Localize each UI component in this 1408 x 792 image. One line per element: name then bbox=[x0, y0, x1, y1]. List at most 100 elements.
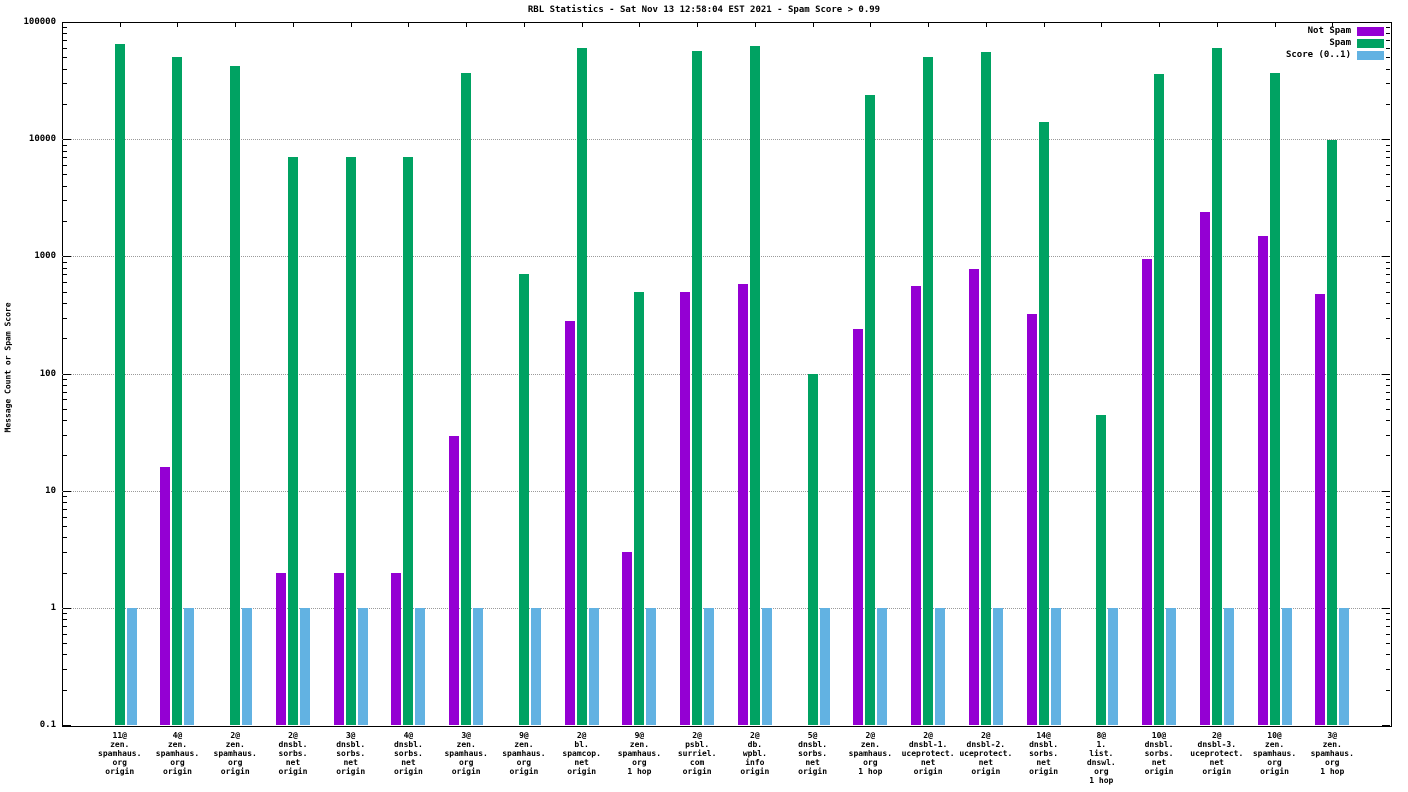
x-category-label-line: dnsbl-2. bbox=[966, 740, 1006, 749]
x-category-label: 10@ dnsbl. sorbs. net origin bbox=[1114, 731, 1204, 776]
x-category-label: 14@ dnsbl. sorbs. net origin bbox=[999, 731, 1089, 776]
x-category-label-line: org bbox=[458, 758, 474, 767]
y-minor-tick-right bbox=[1386, 502, 1390, 504]
x-category-label-line: 9@ bbox=[519, 731, 529, 740]
y-minor-tick-left bbox=[63, 165, 67, 167]
y-minor-tick-right bbox=[1386, 496, 1390, 498]
y-minor-tick-right bbox=[1386, 317, 1390, 319]
x-tick-top bbox=[639, 23, 641, 27]
y-minor-tick-right bbox=[1386, 654, 1390, 656]
bar-spam bbox=[749, 45, 760, 725]
y-minor-tick-left bbox=[63, 537, 67, 539]
y-minor-tick-right bbox=[1386, 33, 1390, 35]
y-minor-tick-right bbox=[1386, 391, 1390, 393]
y-minor-tick-right bbox=[1386, 144, 1390, 146]
x-category-label-line: org bbox=[632, 758, 647, 767]
bar-spam bbox=[461, 72, 472, 725]
y-major-tick-left bbox=[63, 725, 71, 726]
x-category-label-line: origin bbox=[278, 767, 308, 776]
x-category-label: 3@ dnsbl. sorbs. net origin bbox=[306, 731, 396, 776]
y-major-tick-right bbox=[1382, 139, 1390, 141]
x-category-label: 3@ zen. spamhaus. org 1 hop bbox=[1287, 731, 1377, 776]
x-category-label: 8@ 1. list. dnswl. org 1 hop bbox=[1056, 731, 1146, 785]
x-category-label: 2@ zen. spamhaus. org 1 hop bbox=[825, 731, 915, 776]
x-category-label-line: net bbox=[401, 758, 416, 767]
x-category-label-line: uceprotect. bbox=[959, 749, 1013, 758]
x-category-label-line: dnsbl. bbox=[798, 740, 828, 749]
bar-spam bbox=[1327, 140, 1338, 725]
y-major-tick-right bbox=[1382, 607, 1390, 609]
x-category-label-line: wpbl. bbox=[742, 749, 767, 758]
y-tick-label: 0.1 bbox=[39, 720, 56, 730]
x-category-label-line: zen. bbox=[225, 740, 245, 749]
x-category-label-line: dnsbl. bbox=[278, 740, 308, 749]
y-minor-tick-right bbox=[1386, 537, 1390, 539]
bar-spam bbox=[923, 57, 934, 725]
y-minor-tick-left bbox=[63, 174, 67, 176]
bar-not-spam bbox=[680, 291, 691, 725]
x-tick-top bbox=[1274, 23, 1276, 27]
y-minor-tick-left bbox=[63, 282, 67, 284]
x-category-label-line: spamhaus. bbox=[444, 749, 488, 758]
x-category-label-line: org bbox=[227, 758, 243, 767]
y-minor-tick-left bbox=[63, 525, 67, 527]
y-tick-label: 100 bbox=[39, 368, 56, 379]
y-minor-tick-left bbox=[63, 40, 67, 42]
y-minor-tick-left bbox=[63, 338, 67, 340]
bar-not-spam bbox=[333, 572, 344, 725]
x-tick-top bbox=[754, 23, 756, 27]
bar-score-0-1- bbox=[1050, 607, 1061, 725]
x-category-label-line: 2@ bbox=[230, 731, 241, 740]
x-category-label-line: dnsbl-1. bbox=[908, 740, 948, 749]
x-category-label-line: 9@ bbox=[634, 731, 645, 740]
y-minor-tick-left bbox=[63, 221, 67, 223]
y-major-tick-left bbox=[63, 139, 71, 141]
x-category-label: 3@ zen. spamhaus. org origin bbox=[421, 731, 511, 776]
y-minor-tick-right bbox=[1386, 384, 1390, 386]
y-minor-tick-left bbox=[63, 302, 67, 304]
x-category-label-line: zen. bbox=[860, 740, 880, 749]
y-minor-tick-left bbox=[63, 317, 67, 319]
x-category-label-line: net bbox=[805, 758, 820, 767]
x-category-label-line: net bbox=[978, 758, 994, 767]
x-category-label-line: surriel. bbox=[677, 749, 717, 758]
y-minor-tick-right bbox=[1386, 221, 1390, 223]
y-gridline bbox=[62, 490, 1390, 492]
x-category-label-line: 3@ bbox=[461, 731, 471, 740]
y-minor-tick-right bbox=[1386, 57, 1390, 59]
x-category-label-line: origin bbox=[1260, 767, 1289, 776]
x-category-label-line: spamhaus. bbox=[1310, 749, 1354, 758]
y-minor-tick-left bbox=[63, 200, 67, 202]
y-minor-tick-right bbox=[1386, 613, 1390, 615]
bar-spam bbox=[980, 52, 991, 725]
x-category-label-line: 2@ bbox=[288, 731, 298, 740]
bar-not-spam bbox=[1026, 314, 1037, 725]
bar-score-0-1- bbox=[761, 607, 772, 725]
x-category-label-line: 8@ bbox=[1096, 731, 1107, 740]
x-category-label-line: org bbox=[516, 758, 532, 767]
chart-title: RBL Statistics - Sat Nov 13 12:58:04 EST… bbox=[527, 5, 881, 15]
bar-spam bbox=[1096, 415, 1107, 725]
x-category-label: 2@ psbl. surriel. com origin bbox=[652, 731, 742, 776]
x-category-label: 2@ dnsbl-3. uceprotect. net origin bbox=[1172, 731, 1262, 776]
y-minor-tick-right bbox=[1386, 282, 1390, 284]
y-minor-tick-left bbox=[63, 144, 67, 146]
x-category-label-line: origin bbox=[105, 767, 135, 776]
x-tick-top bbox=[119, 23, 121, 27]
x-category-label-line: net bbox=[1209, 758, 1224, 767]
x-category-label-line: net bbox=[574, 758, 589, 767]
x-category-label-line: info bbox=[745, 758, 765, 767]
y-major-tick-right bbox=[1382, 725, 1390, 726]
x-tick-top bbox=[177, 23, 179, 27]
y-minor-tick-left bbox=[63, 185, 67, 187]
bar-spam bbox=[865, 94, 876, 725]
y-minor-tick-right bbox=[1386, 47, 1390, 49]
y-minor-tick-right bbox=[1386, 338, 1390, 340]
x-category-label: 10@ zen. spamhaus. org origin bbox=[1230, 731, 1320, 776]
y-minor-tick-right bbox=[1386, 302, 1390, 304]
bar-score-0-1- bbox=[242, 607, 253, 725]
x-tick-top bbox=[1043, 23, 1045, 27]
legend-row: Spam bbox=[1329, 38, 1384, 48]
bar-spam bbox=[172, 57, 183, 725]
bar-not-spam bbox=[1142, 258, 1153, 725]
